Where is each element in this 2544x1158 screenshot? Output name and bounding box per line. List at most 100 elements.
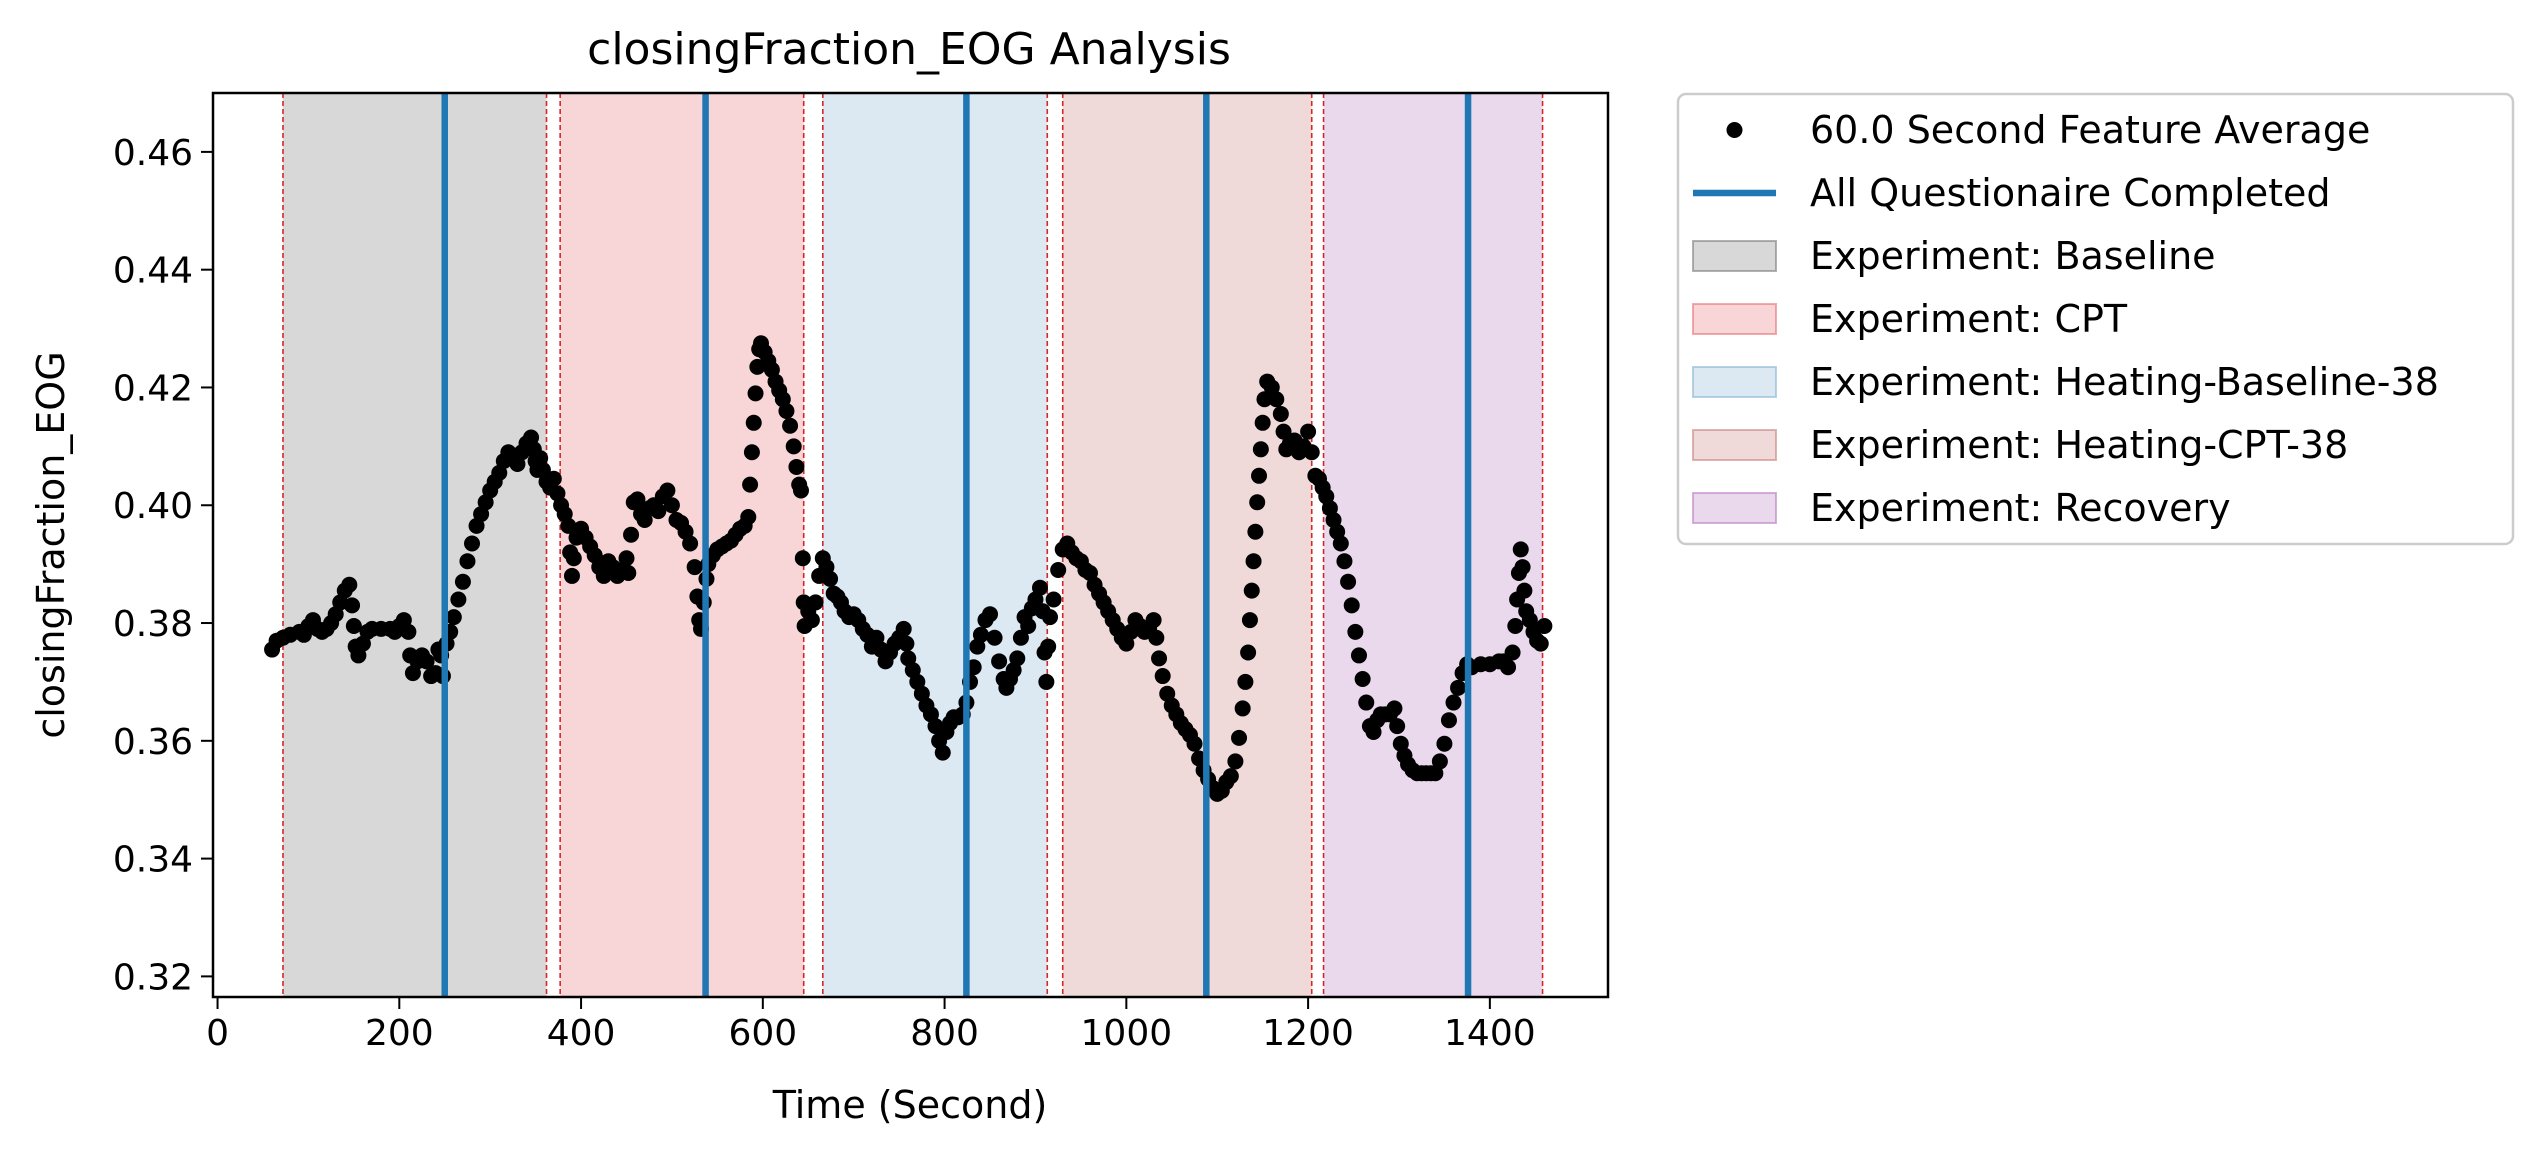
x-tick-label: 1400 [1444, 1013, 1536, 1054]
data-point [1251, 467, 1268, 484]
data-point [1450, 679, 1467, 696]
x-tick-label: 1000 [1081, 1013, 1173, 1054]
region-baseline [282, 93, 547, 997]
data-point [344, 597, 361, 614]
data-point [659, 482, 676, 499]
data-point [1148, 629, 1165, 646]
y-tick-label: 0.46 [113, 133, 193, 174]
data-point [1303, 444, 1320, 461]
data-point [1386, 700, 1403, 717]
data-point [1350, 647, 1367, 664]
data-point [1516, 582, 1533, 599]
data-point [620, 564, 637, 581]
y-tick-label: 0.32 [113, 957, 193, 998]
region-boundaries [282, 93, 1544, 997]
data-point [1231, 729, 1248, 746]
x-axis-ticks: 0 200 400 600 800 1000 1200 1400 [206, 997, 1536, 1054]
data-point [794, 550, 811, 567]
data-point [1507, 617, 1524, 634]
legend-label: Experiment: Heating-CPT-38 [1810, 423, 2348, 467]
data-point [1241, 612, 1258, 629]
data-point [986, 629, 1003, 646]
data-point [1268, 391, 1285, 408]
data-point [1440, 712, 1457, 729]
data-point [785, 438, 802, 455]
data-point [1532, 635, 1549, 652]
data-point [792, 482, 809, 499]
region-heating-cpt-38 [1062, 93, 1312, 997]
feature-average-points [264, 335, 1553, 802]
data-point [991, 653, 1008, 670]
region-heating-baseline-38 [822, 93, 1048, 997]
data-point [1040, 638, 1057, 655]
x-tick-label: 600 [728, 1013, 797, 1054]
data-point [742, 476, 759, 493]
data-point [686, 559, 703, 576]
data-point [1045, 591, 1062, 608]
data-point [1249, 494, 1266, 511]
data-point [560, 517, 577, 534]
data-point [1445, 694, 1462, 711]
data-point [565, 550, 582, 567]
data-point [1234, 700, 1251, 717]
data-point [782, 417, 799, 434]
legend: 60.0 Second Feature Average All Questiona… [1676, 92, 2515, 546]
data-point [1272, 405, 1289, 422]
plot-frame [211, 91, 1610, 999]
data-point [445, 609, 462, 626]
y-axis-label: closingFraction_EOG [29, 351, 73, 738]
x-tick-label: 400 [547, 1013, 616, 1054]
data-point [1154, 668, 1171, 685]
data-point [1020, 617, 1037, 634]
legend-label: Experiment: CPT [1810, 297, 2128, 341]
data-point [1431, 753, 1448, 770]
data-point [1436, 735, 1453, 752]
data-point [982, 606, 999, 623]
chart-title: closingFraction_EOG Analysis [587, 24, 1231, 75]
data-point [1300, 423, 1317, 440]
legend-swatch-region [1692, 429, 1777, 461]
data-point [563, 567, 580, 584]
data-point [1332, 535, 1349, 552]
legend-items: 60.0 Second Feature Average All Questiona… [1692, 108, 2439, 530]
data-point [1247, 523, 1264, 540]
data-point [898, 635, 915, 652]
y-tick-label: 0.42 [113, 368, 193, 409]
data-point [1032, 579, 1049, 596]
data-point [450, 591, 467, 608]
data-point [1240, 644, 1257, 661]
data-point [740, 509, 757, 526]
data-point [822, 570, 839, 587]
data-point [1254, 414, 1271, 431]
data-point [682, 535, 699, 552]
data-point [1038, 673, 1055, 690]
data-point [1340, 573, 1357, 590]
data-point [965, 659, 982, 676]
data-point [345, 617, 362, 634]
experiment-regions [282, 93, 1543, 997]
data-point [1358, 694, 1375, 711]
data-point [1500, 659, 1517, 676]
legend-label: Experiment: Baseline [1810, 234, 2216, 278]
data-point [1009, 650, 1026, 667]
x-tick-label: 800 [910, 1013, 979, 1054]
data-point [1151, 650, 1168, 667]
data-point [778, 403, 795, 420]
y-tick-label: 0.36 [113, 722, 193, 763]
region-cpt [560, 93, 804, 997]
legend-swatch-points [1726, 122, 1743, 138]
legend-label: All Questionaire Completed [1810, 171, 2331, 215]
data-point [1354, 670, 1371, 687]
x-tick-label: 200 [365, 1013, 434, 1054]
data-point [1256, 391, 1273, 408]
data-point [545, 470, 562, 487]
data-point [663, 497, 680, 514]
x-tick-label: 1200 [1262, 1013, 1354, 1054]
y-tick-label: 0.40 [113, 486, 193, 527]
data-point [1227, 753, 1244, 770]
data-point [1243, 582, 1260, 599]
data-point [464, 535, 481, 552]
data-point [1514, 559, 1531, 576]
y-tick-label: 0.34 [113, 840, 193, 881]
legend-swatch-region [1692, 303, 1777, 335]
